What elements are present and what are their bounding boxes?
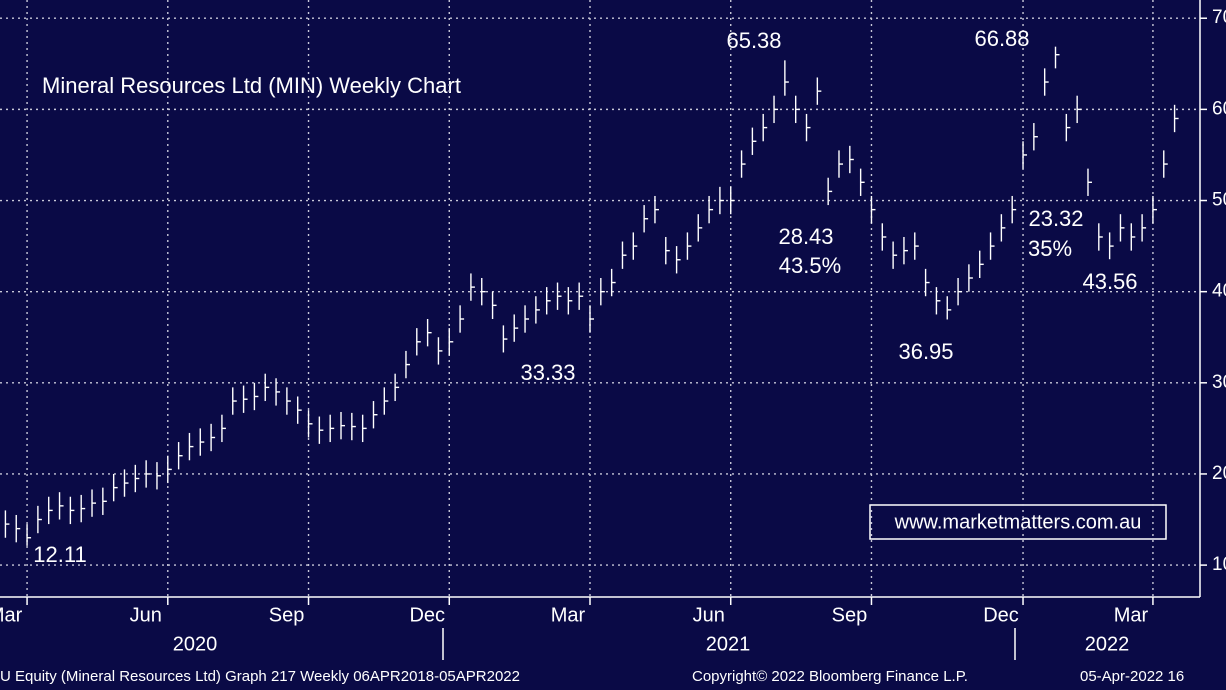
- x-tick-label: Jun: [130, 604, 162, 626]
- annotation: 28.43: [778, 224, 833, 249]
- annotation: 12.11: [33, 542, 86, 567]
- x-tick-label: Sep: [269, 604, 305, 626]
- watermark-box: [869, 504, 1167, 540]
- annotation: 66.88: [974, 26, 1029, 51]
- x-tick-label: Dec: [409, 604, 445, 626]
- y-tick-label: 20: [1212, 463, 1226, 484]
- annotation: 36.95: [898, 339, 953, 364]
- annotation: 23.32: [1028, 206, 1083, 231]
- annotation: 43.56: [1082, 269, 1137, 294]
- footer-text: U Equity (Mineral Resources Ltd) Graph 2…: [0, 668, 520, 685]
- y-tick-label: 60: [1212, 98, 1226, 119]
- y-tick-label: 30: [1212, 372, 1226, 393]
- year-label: 2021: [706, 633, 751, 655]
- watermark: www.marketmatters.com.au: [894, 511, 1142, 533]
- footer-text: 05-Apr-2022 16: [1080, 668, 1184, 685]
- x-tick-label: Mar: [551, 604, 586, 626]
- chart-title: Mineral Resources Ltd (MIN) Weekly Chart: [42, 73, 461, 98]
- x-tick-label: Mar: [1114, 604, 1149, 626]
- y-tick-label: 50: [1212, 190, 1226, 211]
- year-label: 2020: [173, 633, 218, 655]
- y-tick-label: 10: [1212, 554, 1226, 575]
- x-tick-label: Sep: [832, 604, 868, 626]
- x-tick-label: Dec: [983, 604, 1019, 626]
- footer-text: Copyright© 2022 Bloomberg Finance L.P.: [692, 668, 968, 685]
- y-tick-label: 70: [1212, 7, 1226, 28]
- year-label: 2022: [1085, 633, 1130, 655]
- annotation: 43.5%: [779, 253, 841, 278]
- x-tick-label: Mar: [0, 604, 23, 626]
- annotation: 65.38: [726, 28, 781, 53]
- y-tick-label: 40: [1212, 281, 1226, 302]
- x-tick-label: Jun: [693, 604, 725, 626]
- annotation: 35%: [1028, 236, 1072, 261]
- annotation: 33.33: [520, 360, 575, 385]
